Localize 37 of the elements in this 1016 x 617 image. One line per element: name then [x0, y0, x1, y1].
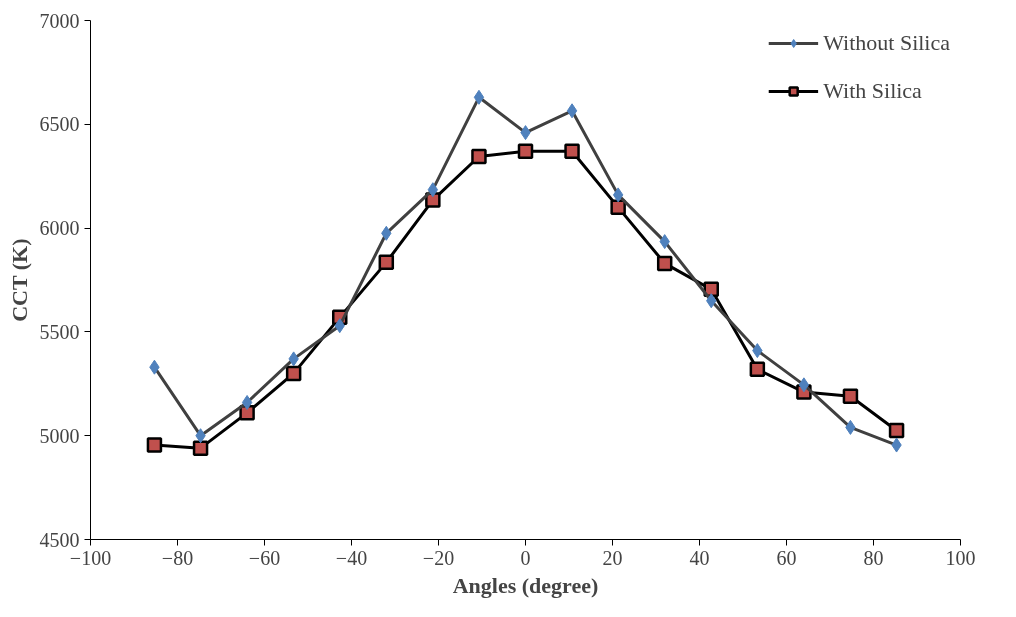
point	[842, 388, 859, 405]
x-tick-label: −20	[422, 546, 455, 569]
point	[517, 143, 534, 160]
x-tick-label: 40	[689, 546, 710, 569]
x-tick-label: −60	[248, 546, 281, 569]
y-tick-label: 6000	[39, 217, 80, 240]
point	[378, 254, 395, 271]
point	[285, 365, 302, 382]
point	[749, 361, 766, 378]
point	[473, 89, 485, 105]
y-tick-label: 5500	[39, 320, 80, 343]
x-axis-title: Angles (degree)	[452, 572, 599, 598]
y-tick-label: 6500	[39, 113, 80, 136]
point	[888, 422, 905, 439]
point	[146, 437, 163, 453]
point	[564, 143, 580, 160]
point	[566, 103, 578, 119]
point	[612, 187, 624, 203]
x-tick-label: −80	[161, 546, 194, 569]
point	[610, 199, 626, 216]
point	[427, 182, 439, 198]
point	[471, 148, 487, 165]
x-tick-label: 60	[776, 546, 797, 569]
x-tick-label: 80	[863, 546, 884, 569]
point	[656, 255, 673, 272]
x-tick-label: −40	[335, 546, 368, 569]
point	[798, 377, 810, 393]
y-tick-label: 7000	[39, 9, 80, 32]
point	[192, 440, 209, 456]
x-tick-label: 0	[520, 546, 531, 569]
y-tick-label: 5000	[39, 424, 80, 447]
y-axis-title: CCT (K)	[6, 238, 32, 322]
legend-label: Without Silica	[823, 30, 950, 56]
x-tick-label: 20	[602, 546, 623, 569]
legend-label: With Silica	[823, 78, 922, 104]
x-tick-label: 100	[945, 546, 976, 569]
point	[241, 394, 253, 410]
